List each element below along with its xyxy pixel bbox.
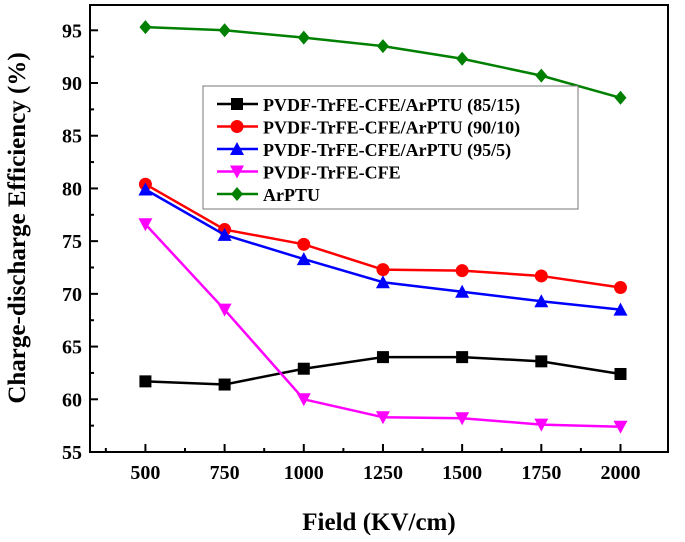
- data-point: [217, 227, 232, 241]
- series-3: [138, 218, 628, 434]
- series-0: [139, 351, 627, 391]
- y-tick-label: 75: [62, 231, 82, 253]
- legend-box: [202, 85, 579, 210]
- data-point: [296, 252, 311, 266]
- x-axis-label: Field (KV/cm): [302, 509, 455, 536]
- data-point: [297, 237, 311, 251]
- data-point: [456, 351, 469, 364]
- x-tick-label: 1500: [442, 462, 482, 484]
- x-tick-label: 2000: [600, 462, 640, 484]
- data-point: [455, 264, 469, 278]
- data-point: [455, 284, 470, 298]
- legend-label: PVDF-TrFE-CFE/ArPTU (95/5): [263, 140, 511, 161]
- data-point: [376, 263, 390, 277]
- series-2: [138, 182, 628, 316]
- data-point: [535, 355, 548, 368]
- data-point: [613, 281, 627, 295]
- data-point: [613, 420, 628, 434]
- data-point: [534, 294, 549, 308]
- data-point: [375, 411, 390, 425]
- data-point: [138, 218, 153, 232]
- plot-frame: [89, 4, 669, 453]
- y-tick-label: 85: [62, 126, 82, 148]
- legend-marker: [230, 142, 244, 155]
- data-point: [376, 39, 389, 54]
- x-tick-label: 1250: [363, 462, 403, 484]
- series-4: [139, 20, 627, 105]
- data-point: [535, 68, 548, 83]
- data-point: [138, 182, 153, 196]
- legend-marker: [231, 187, 243, 201]
- data-point: [534, 269, 548, 283]
- x-tick-label: 1750: [521, 462, 561, 484]
- x-tick-label: 1000: [284, 462, 324, 484]
- y-tick-label: 90: [62, 73, 82, 95]
- data-point: [614, 90, 627, 105]
- data-point: [376, 351, 389, 364]
- data-point: [297, 362, 310, 375]
- legend-label: PVDF-TrFE-CFE/ArPTU (85/15): [263, 95, 520, 116]
- legend-marker: [231, 98, 243, 110]
- legend-marker: [230, 120, 244, 133]
- series-line: [144, 223, 621, 428]
- y-tick-label: 70: [62, 284, 82, 306]
- data-point: [613, 302, 628, 316]
- legend-label: ArPTU: [263, 185, 320, 205]
- y-tick-label: 60: [62, 389, 82, 411]
- y-tick-label: 65: [62, 337, 82, 359]
- data-point: [455, 412, 470, 426]
- legend-label: PVDF-TrFE-CFE: [263, 163, 401, 183]
- data-point: [375, 275, 390, 289]
- data-point: [218, 378, 231, 391]
- data-point: [217, 303, 232, 317]
- data-point: [139, 20, 152, 35]
- data-point: [218, 23, 231, 38]
- y-tick-label: 95: [62, 20, 82, 42]
- y-axis-label: Charge-discharge Efficiency (%): [4, 52, 31, 403]
- y-tick-label: 55: [62, 442, 82, 464]
- data-point: [534, 418, 549, 432]
- data-point: [456, 51, 469, 66]
- legend-label: PVDF-TrFE-CFE/ArPTU (90/10): [263, 118, 520, 139]
- data-point: [614, 367, 627, 380]
- legend-marker: [230, 165, 244, 179]
- legend: PVDF-TrFE-CFE/ArPTU (85/15)PVDF-TrFE-CFE…: [202, 85, 579, 210]
- data-point: [297, 30, 310, 45]
- y-tick-label: 80: [62, 178, 82, 200]
- x-tick-label: 500: [130, 462, 160, 484]
- data-point: [139, 375, 152, 388]
- x-tick-label: 750: [210, 462, 240, 484]
- data-point: [296, 393, 311, 407]
